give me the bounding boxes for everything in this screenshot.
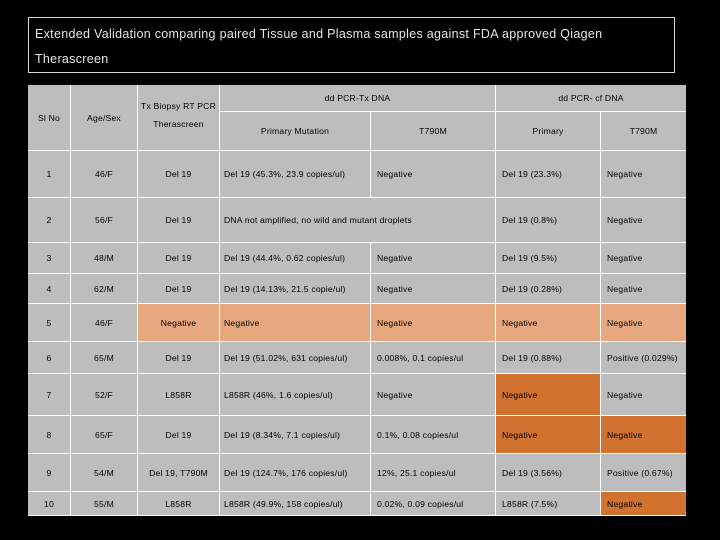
cell-age-sex: 65/F <box>71 416 138 454</box>
slide-title: Extended Validation comparing paired Tis… <box>28 17 675 73</box>
cell-ddpcr-tx-primary: L858R (46%, 1.6 copies/ul) <box>220 374 371 416</box>
cell-ddpcr-cf-t790m: Negative <box>601 274 686 304</box>
cell-age-sex: 46/F <box>71 304 138 342</box>
cell-ddpcr-tx-primary: L858R (49.9%, 158 copies/ul) <box>220 492 371 516</box>
cell-sl-no: 10 <box>28 492 71 516</box>
cell-ddpcr-cf-primary: Negative <box>496 416 601 454</box>
cell-tx-biopsy: Del 19 <box>138 198 220 243</box>
cell-sl-no: 7 <box>28 374 71 416</box>
header-ddpcr-tx-dna: dd PCR-Tx DNA <box>220 85 496 112</box>
cell-ddpcr-tx-t790m: Negative <box>371 243 496 274</box>
cell-age-sex: 54/M <box>71 454 138 492</box>
header-ddpcr-cf-dna: dd PCR- cf DNA <box>496 85 686 112</box>
cell-ddpcr-tx-t790m: 0.1%, 0.08 copies/ul <box>371 416 496 454</box>
cell-ddpcr-tx-t790m: Negative <box>371 151 496 198</box>
cell-ddpcr-cf-t790m: Negative <box>601 151 686 198</box>
cell-age-sex: 48/M <box>71 243 138 274</box>
cell-ddpcr-tx-primary: Del 19 (45.3%, 23.9 copies/ul) <box>220 151 371 198</box>
cell-age-sex: 62/M <box>71 274 138 304</box>
cell-ddpcr-cf-t790m: Positive (0.029%) <box>601 342 686 374</box>
cell-ddpcr-cf-primary: Del 19 (0.28%) <box>496 274 601 304</box>
results-table: Sl No Age/Sex Tx Biopsy RT PCR Therascre… <box>28 85 686 516</box>
cell-age-sex: 56/F <box>71 198 138 243</box>
cell-ddpcr-cf-primary: L858R (7.5%) <box>496 492 601 516</box>
cell-sl-no: 4 <box>28 274 71 304</box>
cell-tx-biopsy: Negative <box>138 304 220 342</box>
cell-age-sex: 52/F <box>71 374 138 416</box>
cell-ddpcr-tx-primary: Del 19 (14.13%, 21.5 copie/ul) <box>220 274 371 304</box>
cell-ddpcr-tx-t790m: Negative <box>371 274 496 304</box>
cell-ddpcr-cf-primary: Del 19 (3.56%) <box>496 454 601 492</box>
cell-ddpcr-cf-primary: Negative <box>496 374 601 416</box>
cell-tx-biopsy: Del 19 <box>138 151 220 198</box>
header-t790m-tx: T790M <box>371 112 496 151</box>
cell-sl-no: 8 <box>28 416 71 454</box>
cell-tx-biopsy: Del 19 <box>138 243 220 274</box>
cell-ddpcr-cf-primary: Del 19 (0.8%) <box>496 198 601 243</box>
cell-tx-biopsy: Del 19 <box>138 416 220 454</box>
cell-ddpcr-tx-t790m: 0.008%, 0.1 copies/ul <box>371 342 496 374</box>
cell-ddpcr-cf-t790m: Negative <box>601 304 686 342</box>
cell-tx-biopsy: L858R <box>138 492 220 516</box>
cell-tx-biopsy: Del 19, T790M <box>138 454 220 492</box>
header-therascreen: Therascreen <box>138 111 220 151</box>
header-primary-cf: Primary <box>496 112 601 151</box>
header-age-sex: Age/Sex <box>71 85 138 151</box>
cell-ddpcr-cf-primary: Del 19 (9.5%) <box>496 243 601 274</box>
cell-ddpcr-cf-t790m: Negative <box>601 374 686 416</box>
cell-ddpcr-cf-t790m: Positive (0.67%) <box>601 454 686 492</box>
cell-tx-biopsy: Del 19 <box>138 342 220 374</box>
cell-tx-biopsy: L858R <box>138 374 220 416</box>
cell-ddpcr-tx-primary: Del 19 (44.4%, 0.62 copies/ul) <box>220 243 371 274</box>
cell-sl-no: 1 <box>28 151 71 198</box>
header-t790m-cf: T790M <box>601 112 686 151</box>
cell-sl-no: 9 <box>28 454 71 492</box>
cell-ddpcr-tx-t790m: Negative <box>371 304 496 342</box>
cell-ddpcr-cf-t790m: Negative <box>601 198 686 243</box>
cell-ddpcr-tx-t790m: 12%, 25.1 copies/ul <box>371 454 496 492</box>
cell-ddpcr-tx-merged: DNA not amplified, no wild and mutant dr… <box>220 198 496 243</box>
cell-tx-biopsy: Del 19 <box>138 274 220 304</box>
cell-ddpcr-cf-primary: Del 19 (0.88%) <box>496 342 601 374</box>
header-sl-no: Sl No <box>28 85 71 151</box>
cell-ddpcr-cf-primary: Negative <box>496 304 601 342</box>
cell-ddpcr-tx-t790m: Negative <box>371 374 496 416</box>
cell-sl-no: 6 <box>28 342 71 374</box>
cell-ddpcr-tx-primary: Del 19 (51.02%, 631 copies/ul) <box>220 342 371 374</box>
cell-ddpcr-tx-primary: Del 19 (8.34%, 7.1 copies/ul) <box>220 416 371 454</box>
cell-sl-no: 2 <box>28 198 71 243</box>
cell-ddpcr-tx-t790m: 0.02%, 0.09 copies/ul <box>371 492 496 516</box>
cell-ddpcr-cf-t790m: Negative <box>601 492 686 516</box>
cell-ddpcr-cf-primary: Del 19 (23.3%) <box>496 151 601 198</box>
cell-age-sex: 46/F <box>71 151 138 198</box>
cell-ddpcr-tx-primary: Negative <box>220 304 371 342</box>
cell-ddpcr-tx-primary: Del 19 (124.7%, 176 copies/ul) <box>220 454 371 492</box>
cell-sl-no: 5 <box>28 304 71 342</box>
header-primary-mutation: Primary Mutation <box>220 112 371 151</box>
cell-sl-no: 3 <box>28 243 71 274</box>
cell-age-sex: 65/M <box>71 342 138 374</box>
cell-ddpcr-cf-t790m: Negative <box>601 416 686 454</box>
header-tx-biopsy: Tx Biopsy RT PCR <box>138 85 220 111</box>
cell-age-sex: 55/M <box>71 492 138 516</box>
cell-ddpcr-cf-t790m: Negative <box>601 243 686 274</box>
